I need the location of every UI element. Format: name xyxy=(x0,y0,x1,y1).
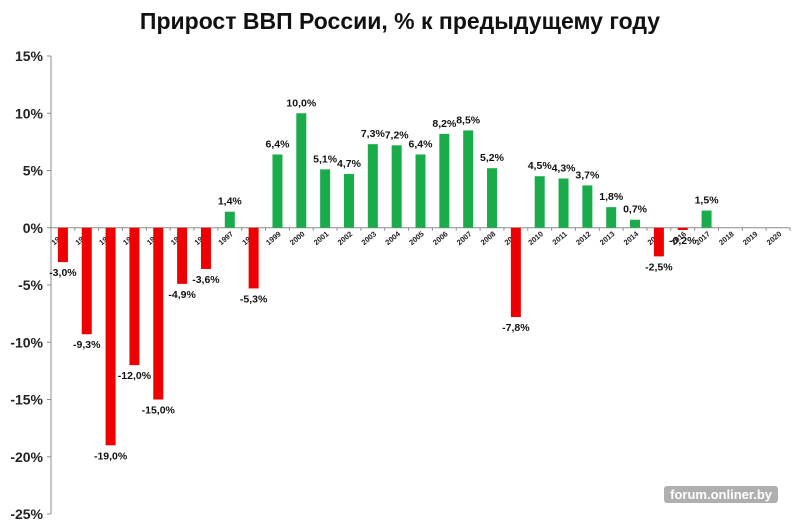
data-label-1999: 6,4% xyxy=(265,138,290,150)
data-label-2001: 5,1% xyxy=(313,153,338,165)
data-label-1992: -19,0% xyxy=(94,450,128,462)
bar-1999 xyxy=(272,154,283,228)
bar-2015 xyxy=(653,227,664,257)
data-label-1991: -9,3% xyxy=(73,339,101,351)
x-tick-label-2011: 2011 xyxy=(551,229,569,246)
x-tick-label-2014: 2014 xyxy=(622,229,641,247)
bar-2010 xyxy=(534,176,545,228)
y-tick-label: -10% xyxy=(10,334,43,350)
bars xyxy=(57,113,712,446)
axes: 15%10%5%0%-5%-10%-15%-20%-25%19901991199… xyxy=(10,48,791,521)
bar-2001 xyxy=(320,169,331,228)
data-label-2017: 1,5% xyxy=(695,195,720,207)
bar-2016 xyxy=(677,227,688,231)
y-tick-label: -25% xyxy=(10,506,43,521)
bar-1993 xyxy=(129,227,140,366)
x-tick-label-2001: 2001 xyxy=(312,229,331,247)
bar-1995 xyxy=(177,227,188,284)
bar-2006 xyxy=(439,133,450,228)
y-tick-label: 0% xyxy=(23,220,44,236)
data-label-1996: -3,6% xyxy=(192,274,220,286)
bar-2003 xyxy=(367,144,378,228)
x-tick-label-2018: 2018 xyxy=(717,229,736,247)
bar-1997 xyxy=(224,211,235,228)
data-label-2000: 10,0% xyxy=(286,97,316,109)
bar-2002 xyxy=(343,173,354,228)
data-label-1997: 1,4% xyxy=(218,196,243,208)
data-label-2008: 5,2% xyxy=(480,152,505,164)
y-tick-label: 5% xyxy=(23,163,44,179)
bar-2017 xyxy=(701,210,712,228)
data-label-2006: 8,2% xyxy=(432,118,457,130)
x-tick-label-2002: 2002 xyxy=(336,229,355,247)
data-label-2010: 4,5% xyxy=(528,160,553,172)
bar-2000 xyxy=(296,113,307,228)
data-label-1998: -5,3% xyxy=(240,293,268,305)
bar-2011 xyxy=(558,178,569,228)
x-tick-label-1997: 1997 xyxy=(217,229,236,247)
data-label-2003: 7,3% xyxy=(361,128,386,140)
bar-1991 xyxy=(81,227,92,335)
data-label-2009: -7,8% xyxy=(502,322,530,334)
x-tick-label-1999: 1999 xyxy=(264,229,283,247)
y-tick-label: -15% xyxy=(10,392,43,408)
x-tick-label-2012: 2012 xyxy=(574,229,593,247)
watermark: forum.onliner.by xyxy=(664,486,778,503)
x-tick-label-2013: 2013 xyxy=(598,229,617,247)
bar-2007 xyxy=(463,130,474,228)
bar-2014 xyxy=(630,219,641,228)
data-label-2004: 7,2% xyxy=(385,129,410,141)
data-labels: -3,0% -9,3% -19,0% -12,0% -15,0% -4,9% -3,6% 1,… xyxy=(49,97,719,462)
x-tick-label-2005: 2005 xyxy=(407,229,426,247)
chart-title: Прирост ВВП России, % к предыдущему году xyxy=(139,8,661,34)
bar-2009 xyxy=(510,227,521,318)
bar-1996 xyxy=(200,227,211,269)
data-label-2013: 1,8% xyxy=(599,191,624,203)
bar-2005 xyxy=(415,154,426,228)
bar-1990 xyxy=(57,227,68,263)
data-label-2012: 3,7% xyxy=(575,169,600,181)
y-tick-label: 15% xyxy=(15,48,44,64)
x-tick-label-2019: 2019 xyxy=(741,229,760,247)
data-label-2005: 6,4% xyxy=(409,138,434,150)
data-label-2015: -2,5% xyxy=(645,261,673,273)
bar-1994 xyxy=(153,227,164,400)
bar-2008 xyxy=(487,168,498,228)
data-label-2014: 0,7% xyxy=(623,204,648,216)
x-tick-label-2006: 2006 xyxy=(431,229,450,247)
data-label-2011: 4,3% xyxy=(552,163,577,175)
bar-1998 xyxy=(248,227,259,289)
bar-1992 xyxy=(105,227,116,446)
data-label-2002: 4,7% xyxy=(337,158,362,170)
y-tick-label: -5% xyxy=(18,277,43,293)
bar-2004 xyxy=(391,145,402,228)
bar-2013 xyxy=(606,207,617,228)
y-tick-label: -20% xyxy=(10,449,43,465)
data-label-2016: -0,2% xyxy=(669,235,697,247)
data-label-1994: -15,0% xyxy=(142,405,176,417)
x-tick-label-2003: 2003 xyxy=(360,229,379,247)
x-tick-label-2020: 2020 xyxy=(765,229,784,247)
bar-2012 xyxy=(582,185,593,228)
data-label-2007: 8,5% xyxy=(456,114,481,126)
data-label-1993: -12,0% xyxy=(118,370,152,382)
x-tick-label-2008: 2008 xyxy=(479,229,498,247)
x-tick-label-2000: 2000 xyxy=(288,229,307,247)
data-label-1990: -3,0% xyxy=(49,267,77,279)
x-tick-label-2007: 2007 xyxy=(455,229,474,247)
data-label-1995: -4,9% xyxy=(168,289,196,301)
y-tick-label: 10% xyxy=(15,105,44,121)
x-tick-label-2010: 2010 xyxy=(526,229,545,247)
x-tick-label-2004: 2004 xyxy=(383,229,402,247)
